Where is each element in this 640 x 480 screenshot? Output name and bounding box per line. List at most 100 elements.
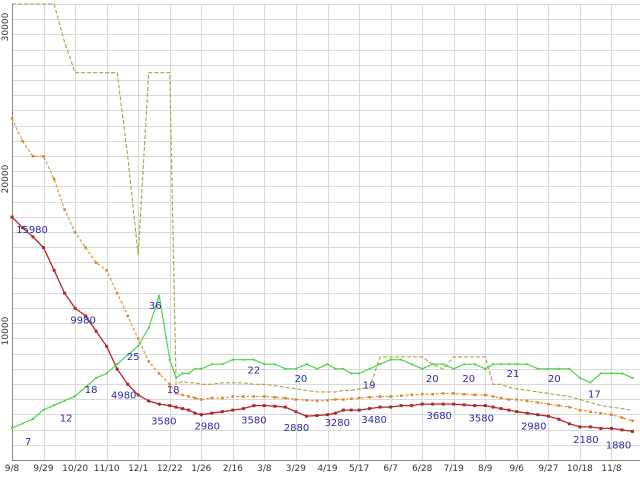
data-point-marker	[10, 117, 14, 120]
data-point-marker	[42, 155, 45, 158]
series-red-solid	[10, 215, 634, 433]
data-point-marker	[410, 363, 413, 366]
data-point-marker	[599, 411, 603, 415]
data-point-marker	[126, 382, 130, 386]
x-axis-labels: 9/8 9/29 10/20 11/10 12/1 12/22 1/26 2/16 3/8 3/2…	[5, 464, 622, 474]
data-point-marker	[242, 358, 245, 361]
data-point-marker	[334, 398, 337, 401]
data-point-marker	[463, 363, 466, 366]
data-point-label: 18	[167, 385, 180, 396]
y-axis-label: 10000	[1, 316, 11, 345]
data-point-marker	[499, 396, 503, 400]
data-point-marker	[326, 413, 329, 417]
data-point-marker	[63, 208, 66, 211]
data-point-marker	[547, 367, 550, 370]
data-point-marker	[52, 177, 56, 181]
data-point-marker	[200, 398, 203, 401]
data-point-marker	[452, 392, 455, 395]
data-point-marker	[546, 414, 550, 418]
data-point-marker	[349, 397, 353, 400]
x-axis-label: 11/8	[601, 464, 621, 474]
data-point-marker	[631, 376, 634, 379]
data-point-marker	[305, 414, 308, 418]
data-point-marker	[621, 372, 623, 375]
data-point-marker	[389, 405, 393, 409]
data-point-marker	[334, 367, 337, 370]
data-point-marker	[194, 367, 196, 370]
data-point-marker	[315, 414, 319, 417]
data-point-label: 3280	[325, 418, 350, 429]
data-point-marker	[410, 404, 414, 408]
data-point-label: 22	[248, 366, 261, 377]
data-point-marker	[31, 235, 35, 239]
series-green-solid	[11, 294, 634, 430]
data-point-marker	[21, 422, 24, 425]
data-point-marker	[221, 396, 224, 400]
x-axis-label: 9/29	[33, 464, 53, 474]
data-point-marker	[136, 337, 140, 340]
data-point-label: 20	[548, 374, 561, 385]
data-point-marker	[147, 326, 150, 329]
series-orange-dashed	[10, 117, 634, 423]
data-point-marker	[389, 395, 392, 398]
data-point-marker	[326, 399, 329, 402]
x-axis-label: 5/17	[349, 464, 369, 474]
x-axis-label: 3/8	[257, 464, 272, 474]
data-point-marker	[483, 404, 487, 408]
x-axis-label: 6/28	[412, 464, 432, 474]
data-point-marker	[557, 404, 561, 407]
data-point-marker	[431, 402, 435, 406]
data-point-marker	[105, 269, 108, 272]
data-point-label: 3580	[469, 414, 494, 425]
data-point-marker	[588, 425, 592, 429]
data-point-marker	[115, 291, 119, 295]
data-point-marker	[378, 395, 382, 398]
data-point-marker	[181, 393, 184, 397]
y-axis-labels: 10000 20000 30000	[1, 12, 11, 345]
data-point-marker	[126, 314, 129, 318]
data-point-marker	[326, 363, 329, 366]
data-point-marker	[116, 363, 119, 366]
data-point-marker	[200, 367, 203, 370]
data-point-marker	[242, 395, 245, 398]
data-point-marker	[252, 395, 256, 398]
data-point-marker	[378, 405, 382, 409]
data-point-marker	[115, 367, 119, 371]
data-point-marker	[294, 367, 297, 370]
data-point-label: 9980	[70, 315, 95, 326]
data-point-marker	[252, 358, 255, 361]
data-point-marker	[421, 367, 424, 370]
data-point-marker	[187, 372, 190, 375]
data-point-label: 3580	[151, 417, 176, 428]
data-point-marker	[252, 404, 256, 408]
y-axis-label: 30000	[1, 12, 11, 41]
data-point-marker	[400, 358, 403, 361]
data-point-marker	[484, 367, 487, 370]
data-point-marker	[568, 367, 571, 370]
data-point-marker	[515, 398, 519, 401]
data-point-marker	[105, 344, 109, 348]
data-point-marker	[63, 291, 67, 295]
data-point-marker	[42, 408, 45, 411]
data-point-marker	[316, 367, 318, 370]
data-point-label: 20	[426, 374, 439, 385]
data-point-marker	[210, 396, 214, 400]
data-point-marker	[210, 411, 214, 415]
data-point-marker	[175, 376, 178, 379]
data-point-marker	[193, 396, 197, 400]
x-axis-label: 12/1	[128, 464, 148, 474]
data-point-label: 3480	[361, 415, 386, 426]
data-point-marker	[536, 367, 539, 370]
data-point-marker	[557, 367, 560, 370]
data-point-label: 3580	[241, 416, 266, 427]
data-point-marker	[610, 426, 613, 430]
data-point-marker	[187, 408, 191, 412]
data-point-label: 20	[295, 374, 308, 385]
data-point-marker	[220, 410, 224, 414]
data-point-marker	[11, 427, 13, 430]
data-point-marker	[578, 376, 581, 379]
data-point-marker	[263, 363, 266, 366]
data-point-marker	[94, 329, 98, 333]
data-point-marker	[21, 226, 24, 230]
x-axis-label: 7/19	[444, 464, 464, 474]
